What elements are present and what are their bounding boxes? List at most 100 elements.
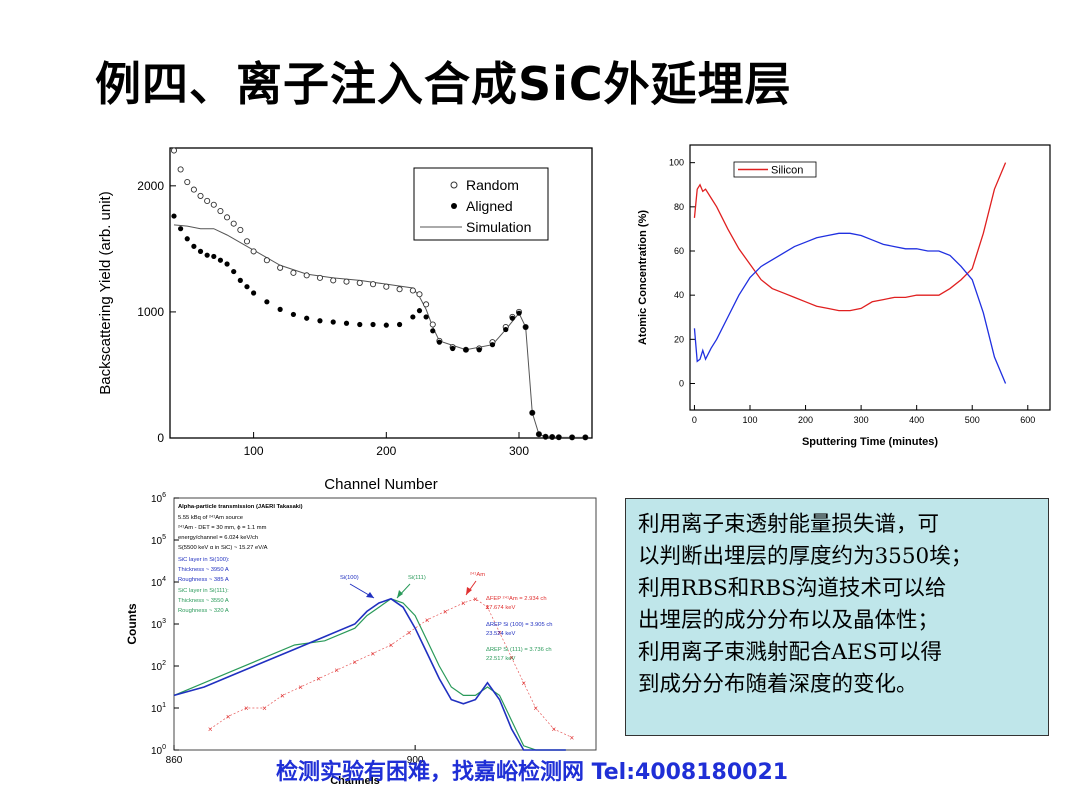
annotation-text: ²⁴¹Am - DET = 30 mm, ϕ = 1.1 mm xyxy=(178,524,267,531)
am241-marker: × xyxy=(461,599,466,608)
summary-line: 出埋层的成分分布以及晶体性； xyxy=(638,608,940,633)
aligned-point xyxy=(549,434,555,440)
plot-frame xyxy=(169,147,593,439)
x-tick-label: 200 xyxy=(376,444,396,458)
si100-line xyxy=(173,597,566,751)
annotation-text: 22.517 keV xyxy=(486,656,515,662)
random-point xyxy=(343,278,350,285)
summary-line: 利用离子束溅射配合AES可以得 xyxy=(638,640,942,665)
title-latin: SiC xyxy=(518,57,604,111)
am241-line xyxy=(209,598,573,738)
random-point xyxy=(303,272,310,279)
random-point xyxy=(356,279,363,286)
random-point xyxy=(396,286,403,293)
legend-label: Simulation xyxy=(466,219,531,235)
random-point xyxy=(237,226,244,234)
y-axis-label: Backscattering Yield (arb. unit) xyxy=(97,191,114,394)
simulation-line xyxy=(173,224,586,438)
x-tick-label: 860 xyxy=(166,755,183,766)
annotation-text: ΔREP Si (100) = 3.905 ch xyxy=(486,622,552,628)
am241-marker: × xyxy=(485,603,490,612)
si111-line xyxy=(173,598,566,751)
am241-marker: × xyxy=(371,649,376,658)
annotation-text: Si(111) xyxy=(408,575,426,581)
aligned-point xyxy=(582,434,588,440)
x-tick-label: 100 xyxy=(244,444,264,458)
annotation-text: Thickness ~ 3550 A xyxy=(178,598,229,604)
am241-marker: × xyxy=(533,704,538,713)
aligned-point xyxy=(204,252,210,258)
y-tick-label: 40 xyxy=(674,290,684,300)
random-point xyxy=(177,166,184,173)
annotation-text: 5.55 kBq of ²⁴¹Am source xyxy=(178,514,243,521)
annotation-text: Thickness ~ 3950 A xyxy=(178,567,229,573)
am241-marker: × xyxy=(443,607,448,616)
aligned-point xyxy=(244,284,250,290)
am241-arrow-head xyxy=(466,587,472,595)
am241-marker: × xyxy=(244,704,249,713)
random-point xyxy=(316,274,324,281)
am241-marker: × xyxy=(509,654,514,663)
am241-marker: × xyxy=(334,666,339,675)
x-tick-label: 0 xyxy=(692,415,697,425)
annotation-text: SiC layer in Si(111): xyxy=(178,588,229,594)
random-point xyxy=(277,264,284,271)
random-point xyxy=(250,248,257,255)
summary-line: 到成分分布随着深度的变化。 xyxy=(638,672,918,697)
legend-label: Silicon xyxy=(771,165,803,177)
summary-line: 利用离子束透射能量损失谱，可 xyxy=(638,512,940,537)
aligned-point xyxy=(357,321,363,328)
aligned-point xyxy=(410,314,416,320)
legend-marker-random xyxy=(450,181,458,189)
aligned-point xyxy=(264,299,270,305)
y-tick-label: 100 xyxy=(151,744,166,757)
plot-frame xyxy=(689,144,1051,411)
y-tick-label: 103 xyxy=(151,618,166,631)
alpha-transmission-chart: 860 900 100 101 102 103 104 105 106 Channels Count… xyxy=(125,492,597,787)
random-point xyxy=(230,220,237,227)
random-point xyxy=(423,301,430,308)
random-point xyxy=(263,257,270,264)
random-point xyxy=(184,178,191,186)
aligned-point xyxy=(290,311,297,318)
am241-marker: × xyxy=(473,595,478,604)
am241-marker: × xyxy=(425,616,430,625)
x-tick-label: 500 xyxy=(965,415,980,425)
aligned-point xyxy=(556,434,562,440)
x-axis-label: Channel Number xyxy=(324,476,437,493)
aligned-point xyxy=(231,268,237,275)
aligned-point xyxy=(529,410,535,416)
annotation-text: Alpha-particle transmission (JAERI Takas… xyxy=(178,504,303,510)
y-tick-label: 1000 xyxy=(137,305,164,319)
aligned-point xyxy=(330,319,336,325)
am241-marker: × xyxy=(551,725,556,734)
x-axis-label: Sputtering Time (minutes) xyxy=(802,436,938,448)
am241-marker: × xyxy=(316,675,321,684)
y-axis-label: Atomic Concentration (%) xyxy=(637,210,649,345)
random-point xyxy=(429,321,436,328)
y-tick-label: 2000 xyxy=(137,179,164,193)
title-part-2: 外延埋层 xyxy=(603,57,792,111)
aligned-point xyxy=(197,248,204,254)
summary-line: 利用RBS和RBS沟道技术可以给 xyxy=(638,576,947,601)
am241-marker: × xyxy=(262,704,267,713)
random-point xyxy=(290,269,297,276)
aligned-point xyxy=(277,306,283,312)
am241-marker: × xyxy=(521,679,526,688)
aligned-point xyxy=(396,321,403,328)
aligned-point xyxy=(178,226,184,232)
aligned-point xyxy=(463,347,469,353)
y-tick-label: 0 xyxy=(157,431,164,445)
aligned-point xyxy=(536,431,542,437)
aligned-point xyxy=(509,315,515,321)
random-point xyxy=(217,207,224,215)
am241-marker: × xyxy=(497,628,502,637)
annotation-text: 23.524 keV xyxy=(486,631,515,637)
random-point xyxy=(243,238,251,245)
summary-textbox: 利用离子束透射能量损失谱，可 以判断出埋层的厚度约为3550埃； 利用RBS和R… xyxy=(625,498,1049,736)
aligned-point xyxy=(251,290,257,296)
am241-marker: × xyxy=(389,641,394,650)
y-tick-label: 60 xyxy=(674,246,684,256)
am241-marker: × xyxy=(407,628,412,637)
am241-marker: × xyxy=(298,683,303,692)
